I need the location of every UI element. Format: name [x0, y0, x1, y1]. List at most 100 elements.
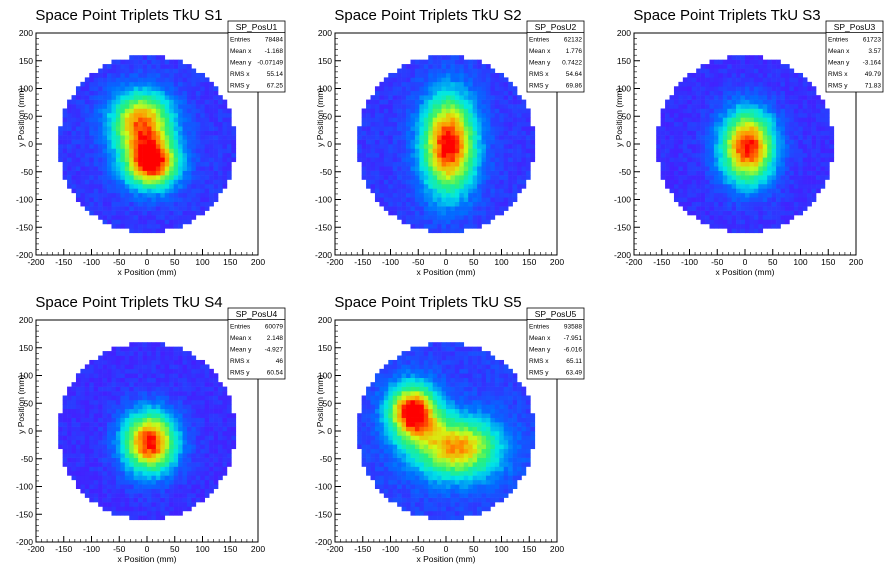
heatmap-cell	[485, 139, 491, 145]
heatmap-cell	[463, 121, 469, 127]
heatmap-cell	[133, 510, 139, 516]
heatmap-cell	[740, 183, 746, 189]
heatmap-cell	[736, 139, 741, 145]
heatmap-cell	[446, 90, 451, 96]
heatmap-cell	[147, 404, 152, 410]
heatmap-cell	[107, 502, 112, 507]
heatmap-cell	[816, 183, 821, 189]
heatmap-cell	[107, 399, 112, 405]
heatmap-cell	[151, 95, 157, 100]
heatmap-cell	[67, 104, 72, 109]
heatmap-cell	[155, 72, 161, 78]
heatmap-cell	[129, 72, 134, 78]
heatmap-cell	[107, 201, 112, 207]
heatmap-cell	[824, 117, 830, 123]
heatmap-cell	[374, 197, 380, 203]
heatmap-cell	[222, 152, 228, 158]
heatmap-cell	[802, 90, 808, 96]
heatmap-cell	[186, 99, 192, 105]
heatmap-cell	[824, 112, 830, 118]
heatmap-cell	[383, 112, 389, 118]
heatmap-cell	[718, 192, 724, 198]
heatmap-cell	[512, 144, 518, 149]
heatmap-cell	[713, 170, 719, 176]
heatmap-cell	[468, 219, 473, 225]
heatmap-cell	[727, 68, 732, 74]
heatmap-cell	[102, 359, 108, 365]
heatmap-cell	[200, 139, 206, 145]
heatmap-cell	[209, 139, 214, 145]
heatmap-cell	[678, 86, 684, 92]
heatmap-cell	[718, 68, 724, 74]
heatmap-cell	[160, 422, 166, 427]
heatmap-cell	[138, 497, 143, 503]
heatmap-cell	[71, 112, 77, 118]
heatmap-cell	[494, 72, 500, 78]
heatmap-cell	[807, 166, 812, 171]
heatmap-cell	[437, 148, 442, 154]
heatmap-cell	[731, 77, 737, 83]
heatmap-cell	[780, 121, 786, 127]
heatmap-cell	[151, 510, 157, 516]
heatmap-cell	[93, 148, 99, 154]
heatmap-cell	[218, 170, 223, 176]
heatmap-cell	[80, 99, 86, 105]
heatmap-cell	[209, 197, 214, 203]
heatmap-cell	[521, 183, 527, 189]
heatmap-cell	[173, 64, 179, 69]
heatmap-cell	[160, 444, 166, 450]
heatmap-cell	[793, 72, 799, 78]
heatmap-cell	[762, 192, 768, 198]
heatmap-cell	[829, 126, 835, 131]
heatmap-cell	[468, 188, 473, 194]
heatmap-cell	[124, 197, 130, 203]
heatmap-cell	[530, 139, 536, 145]
heatmap-cell	[530, 157, 536, 163]
heatmap-cell	[736, 152, 741, 158]
heatmap-cell	[151, 448, 157, 454]
heatmap-cell	[525, 166, 531, 171]
heatmap-cell	[771, 126, 777, 131]
heatmap-cell	[124, 90, 130, 96]
heatmap-cell	[93, 444, 99, 450]
heatmap-cell	[115, 148, 121, 154]
heatmap-cell	[124, 506, 130, 512]
heatmap-cell	[485, 157, 491, 163]
heatmap-cell	[749, 157, 755, 163]
heatmap-cell	[151, 139, 157, 145]
heatmap-cell	[789, 86, 795, 92]
heatmap-cell	[731, 72, 737, 78]
heatmap-cell	[512, 139, 518, 145]
heatmap-cell	[160, 515, 166, 521]
heatmap-cell	[740, 117, 746, 123]
heatmap-cell	[776, 152, 781, 158]
heatmap-cell	[656, 148, 661, 154]
heatmap-cell	[160, 228, 166, 234]
heatmap-cell	[164, 386, 170, 392]
stats-label: RMS x	[529, 71, 549, 78]
stats-value: 1.776	[566, 48, 583, 55]
heatmap-cell	[133, 161, 139, 167]
heatmap-cell	[169, 72, 174, 78]
heatmap-cell	[115, 395, 121, 401]
heatmap-cell	[700, 175, 706, 180]
heatmap-cell	[468, 72, 473, 78]
heatmap-cell	[419, 86, 425, 92]
heatmap-cell	[124, 108, 130, 114]
heatmap-cell	[736, 206, 741, 211]
heatmap-cell	[463, 161, 469, 167]
heatmap-cell	[745, 135, 750, 140]
heatmap-cell	[807, 197, 812, 203]
heatmap-cell	[133, 506, 139, 512]
heatmap-cell	[370, 121, 376, 127]
heatmap-cell	[463, 144, 469, 149]
heatmap-cell	[142, 228, 148, 234]
heatmap-cell	[102, 183, 108, 189]
heatmap-cell	[98, 373, 103, 379]
heatmap-cell	[160, 108, 166, 114]
heatmap-cell	[169, 210, 174, 216]
heatmap-cell	[490, 161, 496, 167]
heatmap-cell	[521, 152, 527, 158]
heatmap-cell	[820, 170, 826, 176]
heatmap-cell	[75, 166, 81, 171]
